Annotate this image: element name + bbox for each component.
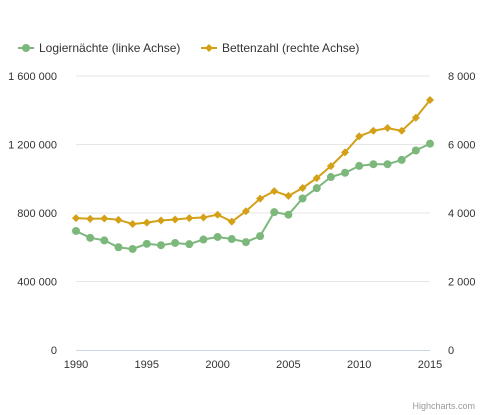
data-point-logiernaechte: [72, 226, 80, 235]
data-point-bettenzahl: [326, 162, 335, 171]
data-point-bettenzahl: [426, 95, 434, 104]
data-point-logiernaechte: [227, 235, 236, 244]
data-point-bettenzahl: [298, 183, 307, 192]
data-point-logiernaechte: [156, 241, 165, 250]
x-tick-label: 2010: [347, 359, 371, 371]
data-point-bettenzahl: [241, 207, 250, 216]
data-point-logiernaechte: [355, 161, 364, 170]
legend-item[interactable]: Logiernächte (linke Achse): [18, 41, 180, 55]
data-point-logiernaechte: [185, 240, 194, 249]
data-point-logiernaechte: [284, 210, 293, 219]
x-tick-label: 1990: [64, 359, 88, 371]
x-tick-label: 2005: [276, 359, 300, 371]
y-left-tick-label: 800 000: [17, 208, 57, 220]
data-point-logiernaechte: [114, 243, 123, 252]
data-point-bettenzahl: [411, 113, 420, 122]
credits-link[interactable]: Highcharts.com: [412, 401, 475, 411]
data-point-logiernaechte: [100, 236, 109, 245]
data-point-logiernaechte: [312, 184, 321, 193]
legend-diamond-marker: [205, 44, 213, 52]
data-point-logiernaechte: [213, 232, 222, 241]
x-tick-label: 2000: [205, 359, 229, 371]
y-left-tick-label: 0: [51, 345, 57, 357]
data-point-logiernaechte: [199, 235, 208, 244]
data-point-bettenzahl: [86, 214, 95, 223]
data-point-bettenzahl: [114, 215, 123, 224]
data-point-bettenzahl: [185, 214, 194, 223]
y-right-tick-label: 0: [448, 345, 454, 357]
y-right-tick-label: 2 000: [448, 277, 476, 289]
data-point-logiernaechte: [86, 233, 95, 242]
x-tick-label: 1995: [135, 359, 159, 371]
y-right-tick-label: 4 000: [448, 208, 476, 220]
data-point-bettenzahl: [341, 148, 350, 157]
series-line-logiernaechte: [75, 142, 431, 250]
data-point-bettenzahl: [156, 216, 165, 225]
data-point-bettenzahl: [199, 213, 208, 222]
data-point-logiernaechte: [383, 160, 392, 169]
data-point-bettenzahl: [213, 210, 222, 219]
y-right-tick-label: 8 000: [448, 71, 476, 83]
data-point-bettenzahl: [171, 215, 180, 224]
legend-label: Bettenzahl (rechte Achse): [222, 41, 359, 55]
data-point-logiernaechte: [128, 244, 137, 253]
y-left-tick-label: 1 600 000: [8, 71, 57, 83]
data-point-bettenzahl: [397, 126, 406, 135]
y-right-tick-label: 6 000: [448, 140, 476, 152]
legend-circle-marker: [22, 44, 30, 52]
data-point-logiernaechte: [171, 238, 180, 247]
data-point-bettenzahl: [142, 218, 151, 227]
data-point-bettenzahl: [270, 187, 279, 196]
data-point-bettenzahl: [100, 214, 109, 223]
data-point-bettenzahl: [72, 214, 80, 223]
data-point-bettenzahl: [369, 126, 378, 135]
data-point-logiernaechte: [426, 139, 434, 148]
data-point-logiernaechte: [369, 160, 378, 169]
data-point-logiernaechte: [411, 146, 420, 155]
legend-label: Logiernächte (linke Achse): [39, 41, 180, 55]
data-point-bettenzahl: [383, 124, 392, 133]
data-point-bettenzahl: [312, 174, 321, 183]
y-left-tick-label: 1 200 000: [8, 140, 57, 152]
series-line-bettenzahl: [75, 99, 431, 225]
legend-item[interactable]: Bettenzahl (rechte Achse): [201, 41, 359, 55]
x-tick-label: 2015: [418, 359, 442, 371]
y-left-tick-label: 400 000: [17, 277, 57, 289]
data-point-logiernaechte: [397, 155, 406, 164]
data-point-logiernaechte: [142, 239, 151, 248]
data-point-bettenzahl: [128, 219, 137, 228]
data-point-bettenzahl: [355, 132, 364, 141]
data-point-logiernaechte: [256, 232, 265, 241]
data-point-logiernaechte: [326, 173, 335, 182]
data-point-logiernaechte: [298, 194, 307, 203]
data-point-bettenzahl: [227, 217, 236, 226]
data-point-logiernaechte: [270, 208, 279, 217]
data-point-logiernaechte: [341, 168, 350, 177]
data-point-logiernaechte: [241, 238, 250, 247]
data-point-bettenzahl: [256, 194, 265, 203]
data-point-bettenzahl: [284, 191, 293, 200]
